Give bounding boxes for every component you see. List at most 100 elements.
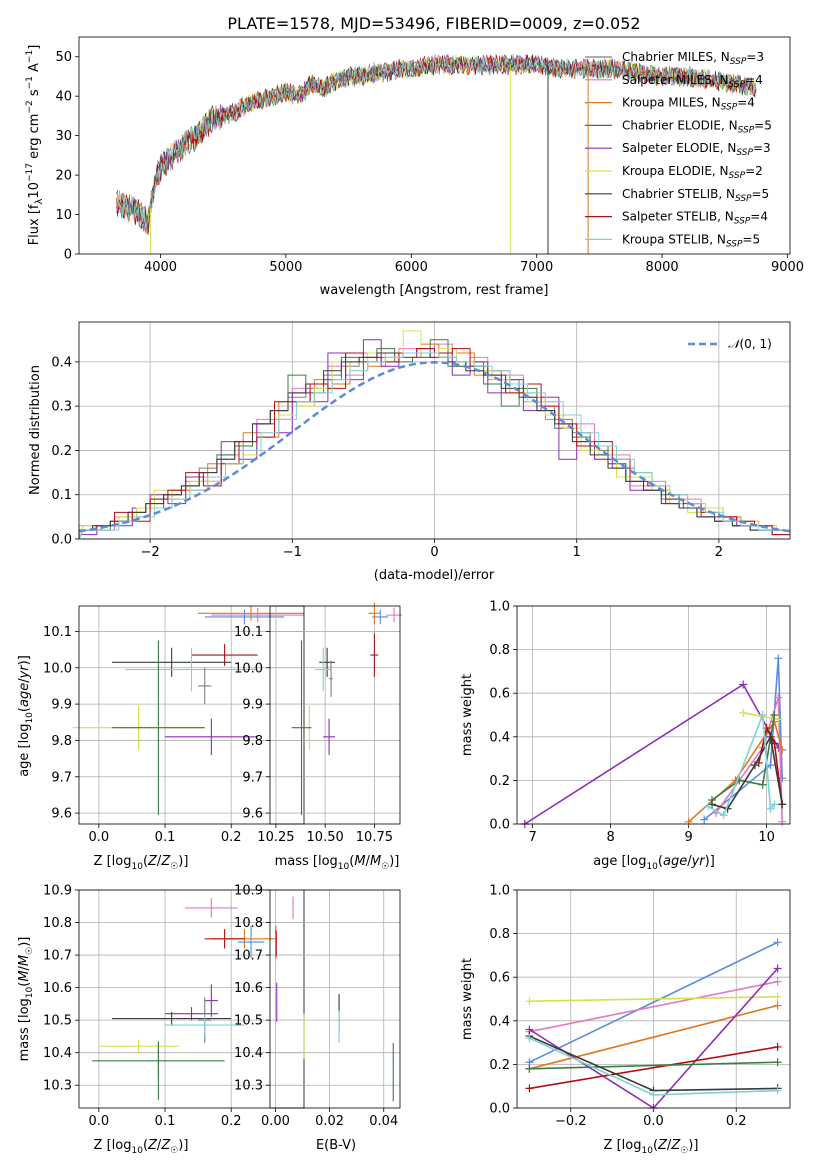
hist-series-salpeter_stelib [78,348,790,539]
y-tick-label: 10.4 [234,1046,263,1061]
y-tick-label: 10.8 [43,916,72,931]
x-tick-label: 8000 [646,260,679,275]
y-tick-label: 9.7 [242,770,263,785]
y-tick-label: 30 [55,129,72,144]
weight-marker [774,654,783,663]
x-tick-label: 6000 [395,260,428,275]
y-tick-label: 10.7 [43,949,72,964]
x-tick-label: −0.2 [555,1114,587,1129]
hist-legend: 𝒩(0, 1) [688,337,772,351]
y-tick-label: 9.6 [242,807,263,822]
p6-xlabel: Z [log10(Z/Z☉)] [94,1138,189,1156]
y-tick-label: 40 [55,90,72,105]
x-tick-label: 8 [606,830,614,845]
y-tick-label: 10.5 [43,1014,72,1029]
weight-marker [700,815,709,824]
errorbar-point [165,1015,245,1035]
weight-marker [750,761,759,770]
legend-label: Salpeter ELODIE, NSSP=3 [622,141,771,158]
y-tick-label: 10 [55,208,72,223]
x-tick-label: 5000 [269,260,302,275]
legend-label: Chabrier ELODIE, NSSP=5 [622,118,772,135]
x-tick-label: 0.0 [89,1114,110,1129]
x-tick-label: 0.02 [315,1114,344,1129]
errorbar-point [211,607,304,623]
hist-legend-label: 𝒩(0, 1) [728,337,772,351]
spectrum-ylabel: Flux [fλ10−17 erg cm−2 s−1 A−1] [25,45,45,246]
errorbar-point [237,925,265,959]
hist-series-chabrier_stelib [78,352,786,539]
x-tick-label: 0.00 [261,1114,290,1129]
y-tick-label: 0.4 [489,730,510,745]
x-tick-label: 10.25 [257,830,294,845]
x-tick-label: 10 [758,830,775,845]
y-tick-label: 10.8 [234,916,263,931]
errorbar-point [198,606,304,621]
hist-series-chabrier_elodie [78,339,786,539]
weight-marker [773,1086,782,1095]
weight-marker [773,938,782,947]
x-tick-label: 0.0 [643,1114,664,1129]
weight-marker [770,800,779,809]
errorbar-point [184,898,238,918]
y-tick-label: 0.8 [489,927,510,942]
x-tick-label: 0.1 [155,830,176,845]
weight-line-salpeter_stelib [529,1046,778,1090]
x-tick-label: 10.75 [356,830,393,845]
y-tick-label: 20 [55,169,72,184]
y-tick-label: 10.7 [234,949,263,964]
y-tick-label: 0.3 [51,400,72,415]
x-tick-label: 7000 [520,260,553,275]
weight-line-salpeter_miles [529,980,778,1033]
hist-ylabel: Normed distribution [28,365,43,495]
y-tick-label: 0.0 [489,1102,510,1117]
legend-label: Kroupa STELIB, NSSP=5 [622,232,760,249]
y-tick-label: 0.8 [489,643,510,658]
weight-marker [525,1034,534,1043]
y-tick-label: 0.6 [489,687,510,702]
weight-marker [773,1042,782,1051]
errorbar-point [329,660,334,697]
errorbar-point [386,607,402,623]
y-tick-label: 0.2 [489,1058,510,1073]
x-tick-label: 0.04 [369,1114,398,1129]
legend-label: Kroupa ELODIE, NSSP=2 [622,164,763,181]
y-tick-label: 0.4 [489,1014,510,1029]
weight-marker [773,964,782,973]
weight-marker [773,992,782,1001]
errorbar-point [204,609,285,625]
x-tick-label: 0.1 [155,1114,176,1129]
y-tick-label: 10.9 [234,884,263,899]
weight-marker [774,693,783,702]
errorbar-point [98,1039,179,1053]
weight-vs-z-panel: −0.2 0.0 0.2 0.0 0.2 0.4 0.6 0.8 1.0 Z [log10(Z/… [460,884,791,1156]
y-tick-label: 10.9 [43,884,72,899]
x-tick-label: −2 [141,545,160,560]
y-tick-label: 0.0 [489,818,510,833]
x-tick-label: 0.2 [221,830,242,845]
y-tick-label: 0.0 [51,533,72,548]
hist-xlabel: (data-model)/error [374,568,495,583]
y-tick-label: 9.8 [242,734,263,749]
errorbar-point [204,984,218,1017]
p3-xlabel: Z [log10(Z/Z☉)] [94,854,189,872]
errorbar-point [198,667,212,705]
hist-series-chabrier_miles [78,352,786,539]
p8-xlabel: Z [log10(Z/Z☉)] [604,1138,699,1156]
weight-marker [766,761,775,770]
errorbar-point [112,647,232,677]
weight-line-salpeter_elodie [524,683,779,825]
y-tick-label: 9.9 [51,698,72,713]
x-tick-label: 0.2 [726,1114,747,1129]
x-tick-label: 9000 [771,260,804,275]
weight-marker [773,1001,782,1010]
y-tick-label: 1.0 [489,884,510,899]
x-tick-label: 2 [715,545,723,560]
weight-marker [770,711,779,719]
y-tick-label: 9.9 [242,698,263,713]
weight-vs-age-panel: 7 8 9 10 0.0 0.2 0.4 0.6 0.8 1.0 age [log10(age/y… [460,600,791,872]
spectrum-line-salpeter_stelib [116,54,757,231]
p8-ylabel: mass weight [460,958,475,1040]
x-tick-label: 0.2 [221,1114,242,1129]
p5-ylabel: mass weight [460,674,475,756]
